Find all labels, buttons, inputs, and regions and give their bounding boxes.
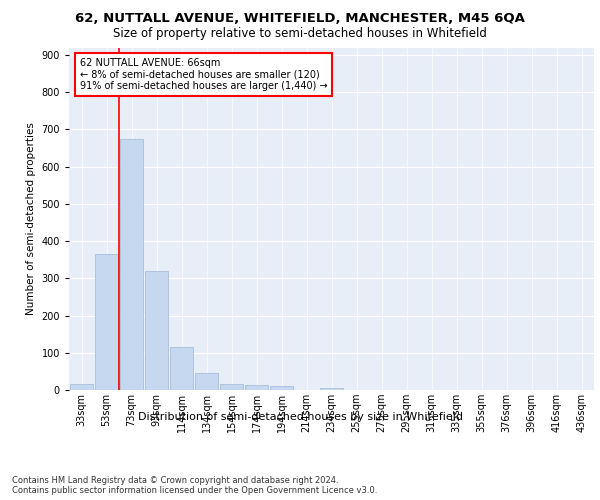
Bar — [245, 385, 268, 390]
Bar — [320, 388, 343, 390]
Y-axis label: Number of semi-detached properties: Number of semi-detached properties — [26, 122, 36, 315]
Text: 62 NUTTALL AVENUE: 66sqm
← 8% of semi-detached houses are smaller (120)
91% of s: 62 NUTTALL AVENUE: 66sqm ← 8% of semi-de… — [79, 58, 327, 91]
Bar — [170, 347, 193, 390]
Text: 62, NUTTALL AVENUE, WHITEFIELD, MANCHESTER, M45 6QA: 62, NUTTALL AVENUE, WHITEFIELD, MANCHEST… — [75, 12, 525, 26]
Bar — [120, 138, 143, 390]
Text: Distribution of semi-detached houses by size in Whitefield: Distribution of semi-detached houses by … — [137, 412, 463, 422]
Text: Contains HM Land Registry data © Crown copyright and database right 2024.
Contai: Contains HM Land Registry data © Crown c… — [12, 476, 377, 495]
Text: Size of property relative to semi-detached houses in Whitefield: Size of property relative to semi-detach… — [113, 28, 487, 40]
Bar — [270, 386, 293, 390]
Bar — [145, 271, 168, 390]
Bar — [95, 254, 118, 390]
Bar — [195, 372, 218, 390]
Bar — [220, 384, 243, 390]
Bar — [70, 384, 93, 390]
